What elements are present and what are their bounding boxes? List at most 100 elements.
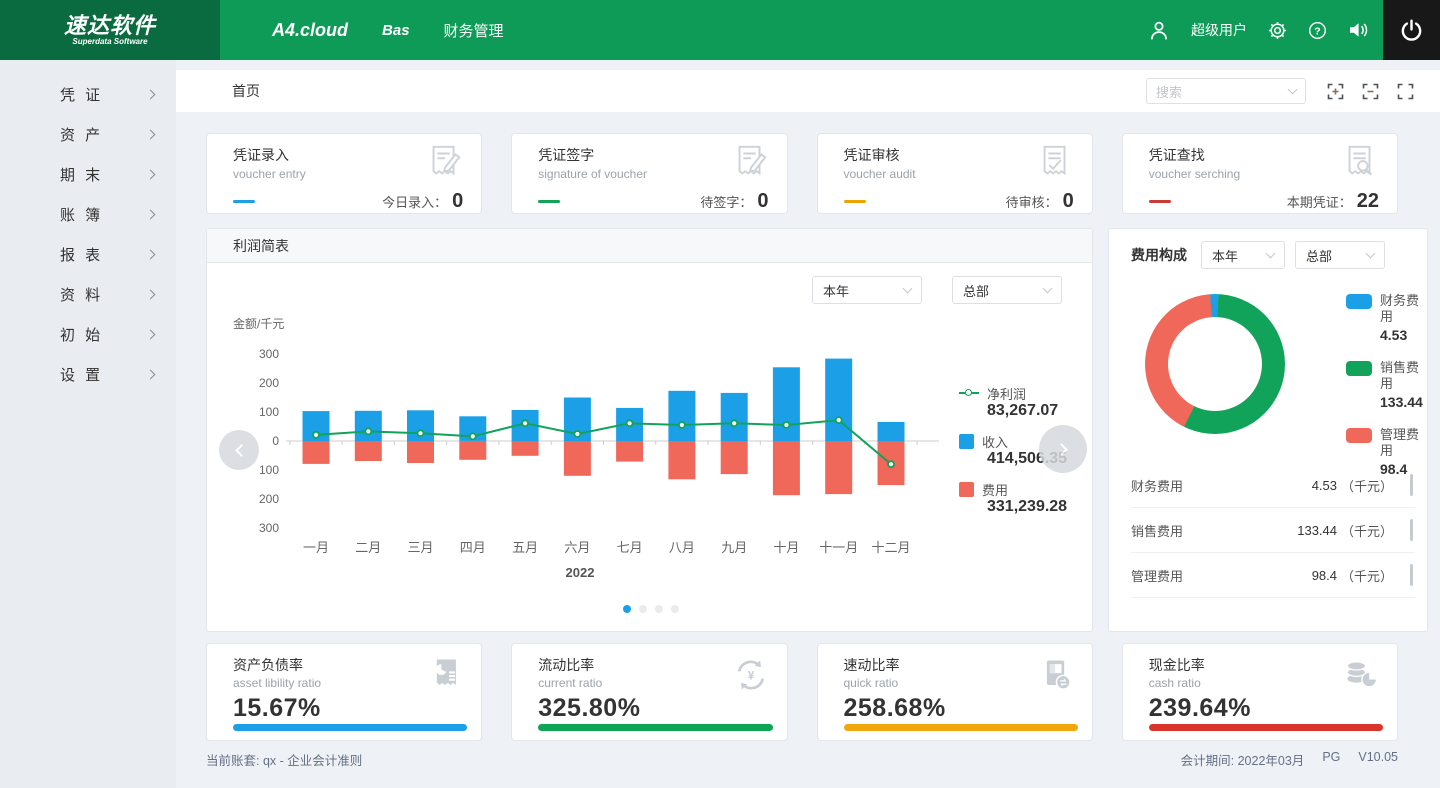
zoom-in-frame-icon[interactable] bbox=[1326, 82, 1345, 101]
legend-finance-expense[interactable]: 财务费用 4.53 bbox=[1346, 293, 1427, 343]
accent-dash bbox=[233, 200, 255, 203]
svg-text:?: ? bbox=[1314, 26, 1320, 37]
pagination-dot[interactable] bbox=[639, 605, 647, 613]
net-profit-point bbox=[627, 420, 633, 426]
tab-home[interactable]: 首页 bbox=[232, 81, 260, 101]
profit-chart: 3002001000100200300一月二月三月四月五月六月七月八月九月十月十… bbox=[221, 331, 961, 566]
card-voucher-search[interactable]: 凭证查找 voucher serching 本期凭证：22 bbox=[1122, 133, 1398, 214]
net-profit-point bbox=[888, 461, 894, 467]
svg-text:十月: 十月 bbox=[773, 540, 799, 555]
chevron-down-icon bbox=[1266, 249, 1276, 259]
profit-org-select[interactable]: 总部 bbox=[952, 276, 1062, 304]
doc-check-icon bbox=[1034, 144, 1076, 185]
svg-text:二月: 二月 bbox=[355, 540, 381, 555]
stat-value: 22 bbox=[1357, 190, 1379, 213]
income-bar bbox=[773, 367, 800, 441]
sidebar-item-voucher[interactable]: 凭 证 bbox=[0, 74, 176, 114]
square-marker-icon bbox=[959, 482, 974, 497]
card-voucher-signature[interactable]: 凭证签字 signature of voucher 待签字：0 bbox=[511, 133, 787, 214]
speaker-icon[interactable] bbox=[1348, 20, 1369, 40]
database-type: PG bbox=[1322, 750, 1340, 769]
scrollbar-thumb[interactable] bbox=[1410, 564, 1413, 586]
header-right: 超级用户 ? bbox=[1148, 19, 1383, 41]
chevron-down-icon bbox=[1043, 284, 1053, 294]
settings-gear-icon[interactable] bbox=[1268, 21, 1287, 40]
expense-bar bbox=[668, 441, 695, 479]
search-input[interactable]: 搜索 bbox=[1146, 78, 1306, 104]
sidebar-item-data[interactable]: 资 料 bbox=[0, 274, 176, 314]
y-axis-label: 金额/千元 bbox=[233, 315, 284, 332]
current-user[interactable]: 超级用户 bbox=[1191, 20, 1247, 40]
expense-bar bbox=[616, 441, 643, 462]
svg-text:200: 200 bbox=[259, 376, 279, 390]
pagination-dot[interactable] bbox=[623, 605, 631, 613]
expense-org-select[interactable]: 总部 bbox=[1295, 241, 1385, 269]
income-bar bbox=[878, 422, 905, 441]
profit-panel-title: 利润简表 bbox=[207, 229, 1092, 263]
line-marker-icon bbox=[959, 392, 979, 394]
card-quick-ratio: 速动比率 quick ratio 258.68% bbox=[817, 643, 1093, 741]
ratio-value: 325.80% bbox=[538, 694, 760, 723]
logout-power-button[interactable] bbox=[1383, 0, 1440, 60]
accent-dash bbox=[844, 200, 866, 203]
table-row: 管理费用 98.4 （千元） bbox=[1131, 553, 1415, 598]
svg-text:六月: 六月 bbox=[564, 540, 590, 555]
chevron-right-icon bbox=[146, 209, 156, 219]
x-axis-year-label: 2022 bbox=[545, 565, 615, 580]
expense-donut-chart bbox=[1145, 294, 1285, 434]
scrollbar-thumb[interactable] bbox=[1410, 474, 1413, 496]
ratio-cards-row: 资产负债率 asset libility ratio 15.67% bbox=[206, 643, 1398, 741]
expense-period-select[interactable]: 本年 bbox=[1201, 241, 1285, 269]
sidebar-item-reports[interactable]: 报 表 bbox=[0, 234, 176, 274]
pagination-dot[interactable] bbox=[655, 605, 663, 613]
doc-pie-icon bbox=[425, 656, 465, 697]
logo-title: 速达软件 bbox=[64, 14, 156, 37]
sidebar-item-assets[interactable]: 资 产 bbox=[0, 114, 176, 154]
expense-bar bbox=[721, 441, 748, 474]
topbar: 首页 搜索 bbox=[176, 70, 1440, 112]
user-icon[interactable] bbox=[1148, 19, 1170, 41]
stat-value: 0 bbox=[1063, 190, 1074, 213]
sidebar-item-initial[interactable]: 初 始 bbox=[0, 314, 176, 354]
app-version: V10.05 bbox=[1358, 750, 1398, 769]
legend-net-profit[interactable]: 净利润 83,267.07 bbox=[959, 384, 1067, 422]
svg-text:100: 100 bbox=[259, 405, 279, 419]
ratio-value: 239.64% bbox=[1149, 694, 1371, 723]
app-logo: 速达软件 Superdata Software bbox=[0, 0, 220, 60]
color-chip bbox=[1346, 428, 1372, 443]
table-row: 财务费用 4.53 （千元） bbox=[1131, 463, 1415, 508]
sidebar-item-settings[interactable]: 设 置 bbox=[0, 354, 176, 394]
expense-bar bbox=[407, 441, 434, 463]
zoom-out-frame-icon[interactable] bbox=[1361, 82, 1380, 101]
help-icon[interactable]: ? bbox=[1308, 21, 1327, 40]
sidebar-item-ledgers[interactable]: 账 簿 bbox=[0, 194, 176, 234]
pagination-dot[interactable] bbox=[671, 605, 679, 613]
net-profit-point bbox=[679, 422, 685, 428]
carousel-next-button[interactable] bbox=[1039, 425, 1087, 473]
carousel-prev-button[interactable] bbox=[219, 430, 259, 470]
net-profit-point bbox=[365, 428, 371, 434]
card-voucher-audit[interactable]: 凭证审核 voucher audit 待审核：0 bbox=[817, 133, 1093, 214]
card-voucher-entry[interactable]: 凭证录入 voucher entry 今日录入：0 bbox=[206, 133, 482, 214]
nav-item-finance[interactable]: 财务管理 bbox=[444, 20, 504, 41]
fullscreen-icon[interactable] bbox=[1396, 82, 1415, 101]
stat-value: 0 bbox=[757, 190, 768, 213]
ratio-value: 15.67% bbox=[233, 694, 455, 723]
svg-text:八月: 八月 bbox=[669, 540, 695, 555]
legend-sales-expense[interactable]: 销售费用 133.44 bbox=[1346, 360, 1427, 410]
scrollbar-thumb[interactable] bbox=[1410, 519, 1413, 541]
profit-period-select[interactable]: 本年 bbox=[812, 276, 922, 304]
chevron-right-icon bbox=[146, 169, 156, 179]
nav-item-bas[interactable]: Bas bbox=[382, 22, 410, 39]
header-nav: A4.cloud Bas 财务管理 bbox=[272, 20, 504, 41]
card-cash-ratio: 现金比率 cash ratio 239.64% bbox=[1122, 643, 1398, 741]
svg-text:0: 0 bbox=[272, 434, 279, 448]
ratio-bar bbox=[233, 724, 467, 731]
doc-pen-icon bbox=[729, 144, 771, 185]
legend-expense[interactable]: 费用 331,239.28 bbox=[959, 480, 1067, 518]
sidebar-item-period-end[interactable]: 期 末 bbox=[0, 154, 176, 194]
net-profit-point bbox=[574, 431, 580, 437]
ratio-value: 258.68% bbox=[844, 694, 1066, 723]
chevron-right-icon bbox=[146, 249, 156, 259]
expense-bar bbox=[564, 441, 591, 476]
